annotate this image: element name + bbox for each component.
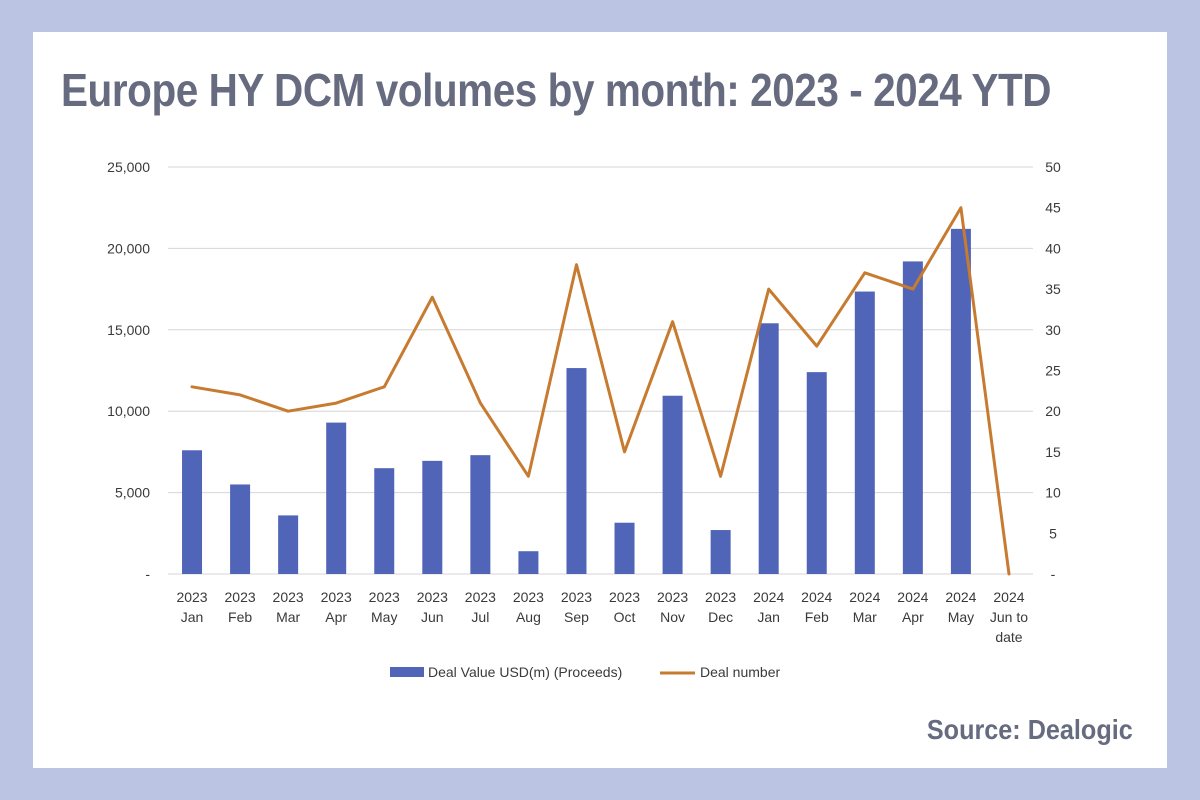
chart-svg: - 5,000 10,000 15,000 20,000 25,000 - 5 10 15 20 25… bbox=[107, 159, 1061, 680]
x-tick-label: 2023 Sep bbox=[561, 589, 592, 625]
y-right-tick-label: 5 bbox=[1049, 525, 1057, 541]
bar bbox=[518, 551, 539, 574]
y-right-tick-label: 20 bbox=[1045, 403, 1061, 419]
source-label: Source: Dealogic bbox=[927, 714, 1133, 745]
y-right-tick-label: 50 bbox=[1045, 159, 1061, 175]
x-tick-label: 2023 Mar bbox=[273, 589, 304, 625]
bar bbox=[182, 450, 203, 574]
legend-label-line: Deal number bbox=[700, 664, 780, 680]
bar bbox=[902, 261, 923, 574]
y-right-tick-label: 15 bbox=[1045, 444, 1061, 460]
bar bbox=[758, 323, 779, 574]
x-tick-label: 2023 Feb bbox=[225, 589, 256, 625]
x-tick-label: 2024 Feb bbox=[801, 589, 832, 625]
y-left-tick-label: 20,000 bbox=[107, 240, 150, 256]
x-tick-label: 2023 Jul bbox=[465, 589, 496, 625]
bar bbox=[470, 455, 491, 574]
x-tick-label: 2023 Jun bbox=[417, 589, 448, 625]
bar bbox=[662, 395, 683, 574]
bar bbox=[614, 522, 635, 574]
bar bbox=[854, 291, 875, 574]
x-tick-label: 2024 Jan bbox=[753, 589, 784, 625]
bar bbox=[278, 515, 299, 574]
y-left-tick-label: - bbox=[145, 566, 150, 582]
x-tick-label: 2023 Nov bbox=[657, 589, 688, 625]
bar bbox=[230, 484, 251, 574]
legend-label-bar: Deal Value USD(m) (Proceeds) bbox=[428, 664, 622, 680]
x-tick-label: 2024 Mar bbox=[849, 589, 880, 625]
bar bbox=[374, 468, 395, 574]
y-right-tick-label: 40 bbox=[1045, 240, 1061, 256]
x-tick-label: 2023 May bbox=[369, 589, 400, 625]
y-right-tick-label: 10 bbox=[1045, 485, 1061, 501]
bar bbox=[710, 530, 731, 574]
y-right-tick-label: 30 bbox=[1045, 322, 1061, 338]
deal-number-line bbox=[190, 206, 1011, 576]
x-tick-label: 2023 Aug bbox=[513, 589, 544, 625]
bar bbox=[950, 228, 971, 574]
x-tick-label: 2024 May bbox=[945, 589, 976, 625]
x-tick-label: 2023 Dec bbox=[705, 589, 736, 625]
bar bbox=[326, 422, 347, 574]
bar bbox=[422, 460, 443, 574]
y-left-tick-label: 10,000 bbox=[107, 403, 150, 419]
y-right-tick-label: 35 bbox=[1045, 281, 1061, 297]
x-tick-label: 2023 Apr bbox=[321, 589, 352, 625]
chart-card: Europe HY DCM volumes by month: 2023 - 2… bbox=[33, 32, 1167, 768]
x-tick-label: 2024 Apr bbox=[897, 589, 928, 625]
bar bbox=[806, 372, 827, 574]
x-tick-label: 2024 Jun to date bbox=[990, 589, 1028, 645]
chart-title: Europe HY DCM volumes by month: 2023 - 2… bbox=[61, 64, 1052, 116]
y-right-tick-label: 45 bbox=[1045, 200, 1061, 216]
y-left-tick-label: 5,000 bbox=[115, 485, 150, 501]
x-tick-label: 2023 Oct bbox=[609, 589, 640, 625]
y-right-tick-label: 25 bbox=[1045, 363, 1061, 379]
y-left-tick-label: 15,000 bbox=[107, 322, 150, 338]
legend-swatch-bar bbox=[390, 667, 424, 677]
bar bbox=[566, 368, 587, 574]
x-tick-label: 2023 Jan bbox=[176, 589, 207, 625]
y-right-tick-label: - bbox=[1051, 566, 1056, 582]
y-left-tick-label: 25,000 bbox=[107, 159, 150, 175]
